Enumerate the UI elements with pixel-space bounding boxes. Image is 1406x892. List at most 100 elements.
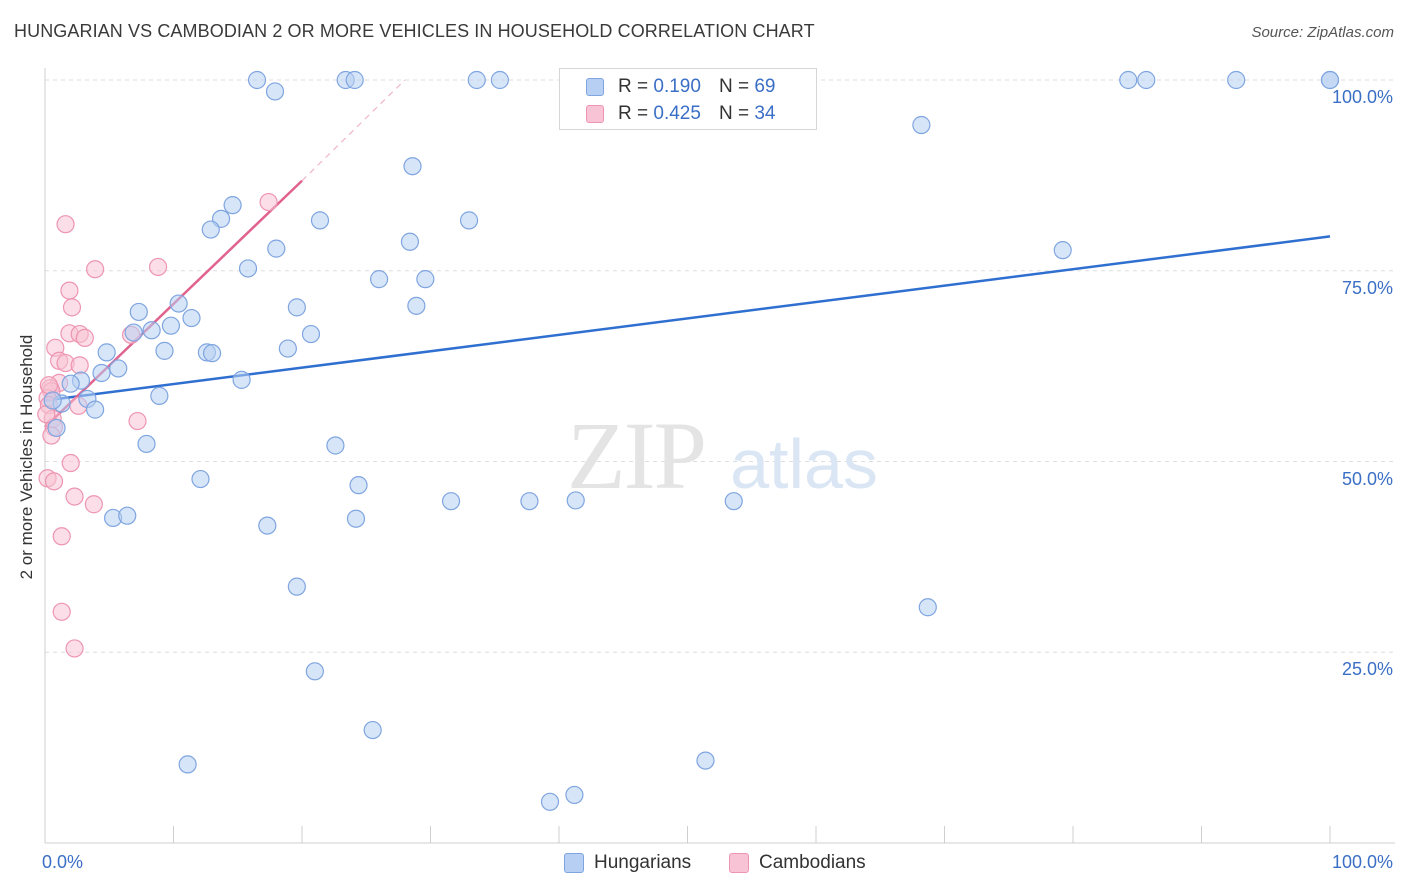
n-value: 69 xyxy=(754,76,776,97)
chart-source: Source: ZipAtlas.com xyxy=(1251,24,1394,41)
data-point-hungarians xyxy=(467,70,486,90)
data-point-hungarians xyxy=(345,70,364,90)
chart-title: HUNGARIAN VS CAMBODIAN 2 OR MORE VEHICLE… xyxy=(14,21,815,41)
data-point-hungarians xyxy=(1320,70,1340,90)
y-tick-label-50: 50.0% xyxy=(1341,468,1393,489)
data-point-hungarians xyxy=(912,115,931,135)
legend-row-hungarians: R = 0.190 N = 69 xyxy=(586,75,776,99)
data-point-hungarians xyxy=(540,792,560,811)
legend-item-cambodians[interactable]: Cambodians xyxy=(729,852,866,874)
legend-label-cambodians: Cambodians xyxy=(759,852,866,873)
legend-item-hungarians[interactable]: Hungarians xyxy=(564,852,691,874)
data-point-cambodians xyxy=(70,356,89,375)
axes xyxy=(44,68,1395,844)
data-point-cambodians xyxy=(62,298,82,317)
data-point-cambodians xyxy=(75,328,94,347)
data-point-hungarians xyxy=(267,239,286,258)
data-point-hungarians xyxy=(238,259,258,278)
legend-row-cambodians: R = 0.425 N = 34 xyxy=(586,102,776,126)
cambodians-legend-swatch xyxy=(729,853,749,873)
cambodians-swatch xyxy=(586,105,604,123)
data-point-hungarians xyxy=(696,751,715,770)
data-point-hungarians xyxy=(287,298,306,317)
data-point-hungarians xyxy=(118,506,137,525)
data-point-hungarians xyxy=(1227,70,1246,90)
data-point-cambodians xyxy=(60,281,79,300)
data-point-hungarians xyxy=(61,374,80,393)
data-point-cambodians xyxy=(148,257,168,277)
data-point-hungarians xyxy=(566,491,585,510)
watermark-zip: ZIP xyxy=(567,402,705,509)
data-point-hungarians xyxy=(520,492,539,511)
n-value: 34 xyxy=(754,103,776,124)
data-point-cambodians xyxy=(52,602,71,621)
data-point-hungarians xyxy=(441,492,461,511)
data-point-hungarians xyxy=(191,469,210,489)
data-point-hungarians xyxy=(202,344,222,363)
data-point-hungarians xyxy=(265,82,285,101)
data-point-hungarians xyxy=(403,157,422,176)
data-point-hungarians xyxy=(363,720,382,740)
data-point-hungarians xyxy=(47,418,66,438)
data-point-hungarians xyxy=(161,316,181,335)
y-tick-label-25: 25.0% xyxy=(1341,659,1393,680)
trend-line-cambodians-extension xyxy=(301,79,406,182)
data-point-hungarians xyxy=(137,434,156,454)
data-point-hungarians xyxy=(86,400,105,419)
data-point-hungarians xyxy=(310,211,330,230)
data-point-hungarians xyxy=(918,598,937,617)
hungarians-legend-swatch xyxy=(564,853,584,873)
data-point-hungarians xyxy=(223,196,242,215)
data-point-hungarians xyxy=(178,755,197,774)
n-label: N = xyxy=(718,76,750,97)
data-point-hungarians xyxy=(346,509,366,528)
series-hungarians xyxy=(43,70,1340,811)
data-point-hungarians xyxy=(97,343,116,362)
n-label: N = xyxy=(718,103,750,124)
data-point-hungarians xyxy=(43,391,62,410)
data-point-hungarians xyxy=(287,577,306,596)
data-point-hungarians xyxy=(129,302,148,322)
y-tick-label-100: 100.0% xyxy=(1331,87,1393,107)
data-point-hungarians xyxy=(278,339,297,358)
data-point-cambodians xyxy=(52,527,71,546)
data-point-hungarians xyxy=(370,270,389,289)
data-point-hungarians xyxy=(349,476,368,495)
data-point-cambodians xyxy=(86,260,105,279)
data-point-cambodians xyxy=(128,411,147,431)
data-point-hungarians xyxy=(142,321,161,340)
legend-stats: R = 0.190 N = 69 R = 0.425 N = 34 xyxy=(559,68,817,130)
hungarians-swatch xyxy=(586,78,604,96)
watermark-atlas: atlas xyxy=(730,425,878,503)
data-point-hungarians xyxy=(247,70,267,90)
data-point-hungarians xyxy=(459,211,479,230)
data-point-hungarians xyxy=(169,294,188,313)
y-tick-label-75: 75.0% xyxy=(1341,277,1393,298)
watermark: ZIP atlas xyxy=(567,402,878,509)
data-point-hungarians xyxy=(109,359,128,378)
data-point-hungarians xyxy=(124,323,143,342)
data-point-hungarians xyxy=(326,436,345,455)
trend-line-hungarians xyxy=(44,235,1331,402)
data-point-hungarians xyxy=(400,232,420,251)
r-value: 0.425 xyxy=(653,103,701,124)
gridlines xyxy=(45,79,1395,653)
r-label: R = xyxy=(618,76,649,97)
data-point-hungarians xyxy=(201,220,220,239)
data-point-hungarians xyxy=(565,785,584,805)
data-point-cambodians xyxy=(259,192,278,212)
data-point-cambodians xyxy=(56,215,75,234)
x-tick-label-max: 100.0% xyxy=(1331,852,1393,872)
data-point-hungarians xyxy=(1119,70,1138,90)
r-label: R = xyxy=(618,103,649,124)
data-point-hungarians xyxy=(150,386,169,405)
data-point-hungarians xyxy=(416,270,435,289)
data-point-hungarians xyxy=(155,341,174,360)
data-point-hungarians xyxy=(305,662,324,681)
data-point-hungarians xyxy=(490,70,509,90)
y-axis-title: 2 or more Vehicles in Household xyxy=(17,334,36,580)
data-point-hungarians xyxy=(258,516,277,535)
r-value: 0.190 xyxy=(653,76,701,97)
data-point-hungarians xyxy=(1053,241,1072,260)
